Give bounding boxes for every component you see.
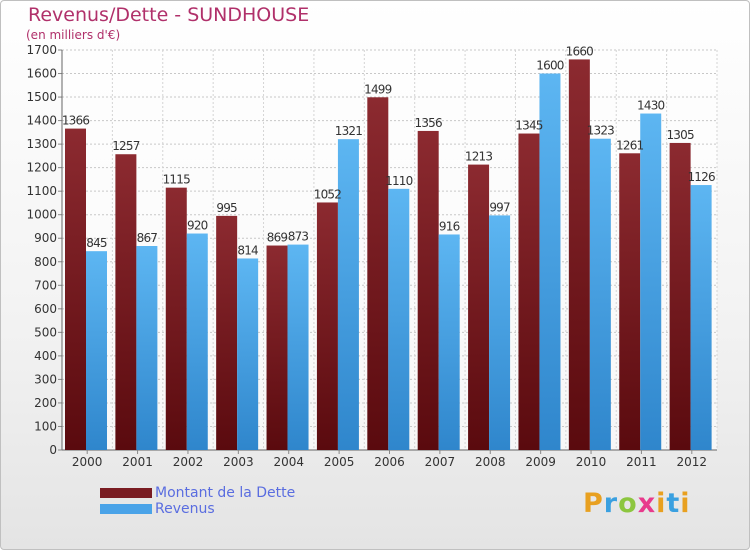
y-tick-label: 1400 [26, 114, 57, 128]
data-label-revenue: 997 [489, 200, 510, 214]
data-label-debt: 995 [216, 201, 237, 215]
y-tick-label: 1600 [26, 67, 57, 81]
x-tick-label: 2001 [122, 455, 153, 469]
x-tick-label: 2010 [576, 455, 607, 469]
data-label-debt: 1115 [163, 173, 191, 187]
y-tick-label: 1100 [26, 184, 57, 198]
bar-revenue [86, 251, 107, 450]
y-tick-label: 1700 [26, 43, 57, 57]
bar-debt [115, 154, 137, 450]
chart-subtitle: (en milliers d'€) [26, 28, 121, 42]
data-label-revenue: 916 [439, 219, 460, 233]
x-tick-label: 2008 [475, 455, 506, 469]
bar-debt [367, 97, 389, 450]
data-label-debt: 1356 [415, 116, 443, 130]
data-label-debt: 1257 [112, 139, 140, 153]
data-label-debt: 869 [267, 231, 288, 245]
bar-revenue [287, 244, 309, 450]
x-tick-label: 2005 [324, 455, 355, 469]
data-label-debt: 1213 [465, 150, 493, 164]
legend-label-revenue: Revenus [155, 501, 215, 517]
data-label-debt: 1499 [364, 82, 392, 96]
y-tick-label: 700 [34, 278, 57, 292]
bar-debt [468, 164, 490, 450]
data-label-revenue: 1126 [687, 170, 715, 184]
bar-debt [216, 215, 238, 450]
legend-label-debt: Montant de la Dette [155, 485, 296, 501]
x-tick-label: 2000 [72, 455, 103, 469]
bar-debt [165, 187, 187, 450]
data-label-revenue: 1110 [385, 174, 413, 188]
y-tick-label: 1200 [26, 161, 57, 175]
x-tick-label: 2006 [374, 455, 405, 469]
bar-revenue [539, 73, 561, 450]
x-tick-label: 2012 [677, 455, 708, 469]
bar-debt [316, 202, 338, 450]
data-label-revenue: 867 [137, 231, 158, 245]
y-tick-label: 500 [34, 325, 57, 339]
bar-revenue [237, 258, 259, 450]
data-label-debt: 1052 [314, 187, 342, 201]
data-label-debt: 1261 [616, 138, 644, 152]
y-tick-label: 100 [34, 419, 57, 433]
bar-revenue [186, 233, 208, 450]
y-tick-label: 300 [34, 372, 57, 386]
y-tick-label: 900 [34, 231, 57, 245]
x-tick-label: 2007 [425, 455, 456, 469]
y-tick-label: 1000 [26, 208, 57, 222]
bar-revenue [136, 246, 158, 450]
data-label-revenue: 1600 [536, 59, 564, 73]
bar-debt [568, 59, 590, 450]
data-label-debt: 1366 [62, 114, 90, 128]
logo-letter: P [583, 488, 604, 519]
bar-revenue [640, 113, 662, 450]
bar-debt [417, 130, 439, 451]
x-tick-label: 2009 [525, 455, 556, 469]
logo-letter: t [666, 488, 681, 519]
bar-debt [619, 153, 641, 450]
data-label-revenue: 1430 [637, 99, 665, 113]
bar-revenue [388, 188, 410, 450]
bar-revenue [589, 138, 611, 451]
data-label-revenue: 1323 [587, 124, 615, 138]
logo-letter: x [637, 488, 657, 519]
data-label-revenue: 845 [86, 236, 107, 250]
bar-chart: 0 100 200 300 400 500 600 700 800 900 1000 1100 1200… [26, 43, 718, 469]
bar-revenue [337, 139, 359, 451]
y-tick-label: 200 [34, 396, 57, 410]
x-tick-label: 2004 [273, 455, 304, 469]
data-label-revenue: 1321 [335, 124, 363, 138]
chart-title: Revenus/Dette - SUNDHOUSE [28, 4, 310, 26]
x-tick-label: 2003 [223, 455, 254, 469]
data-label-debt: 1305 [666, 128, 694, 142]
proxiti-logo: Proxiti [583, 488, 691, 519]
bar-revenue [489, 215, 511, 450]
y-tick-label: 400 [34, 349, 57, 363]
logo-letter: i [656, 488, 667, 519]
data-label-debt: 1345 [515, 119, 543, 133]
bar-debt [266, 245, 288, 450]
legend-swatch-revenue [100, 504, 152, 514]
x-tick-label: 2011 [626, 455, 657, 469]
data-label-debt: 1660 [566, 44, 594, 58]
x-tick-label: 2002 [173, 455, 204, 469]
data-label-revenue: 814 [237, 243, 258, 257]
bar-revenue [690, 185, 712, 450]
y-tick-label: 1300 [26, 137, 57, 151]
y-tick-label: 0 [49, 443, 57, 457]
bar-revenue [438, 234, 460, 450]
logo-letter: r [603, 488, 619, 519]
y-tick-label: 1500 [26, 90, 57, 104]
logo-letter: o [618, 488, 638, 519]
logo-letter: i [680, 488, 691, 519]
data-label-revenue: 920 [187, 219, 208, 233]
y-tick-label: 600 [34, 302, 57, 316]
bar-debt [518, 133, 540, 450]
legend-swatch-debt [100, 488, 152, 498]
data-label-revenue: 873 [288, 230, 309, 244]
bar-debt [65, 128, 86, 450]
bar-debt [669, 142, 691, 451]
y-tick-label: 800 [34, 255, 57, 269]
